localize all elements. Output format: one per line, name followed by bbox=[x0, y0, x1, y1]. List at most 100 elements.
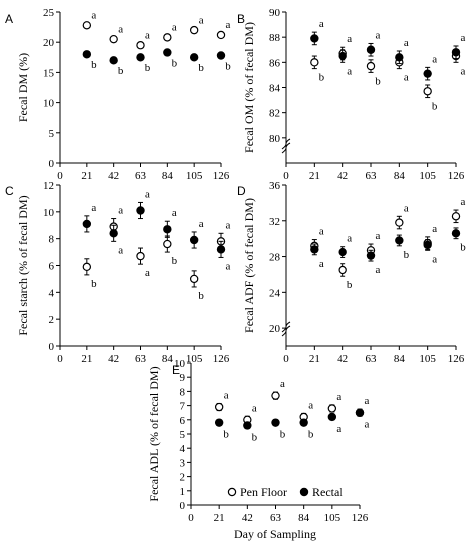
x-tick-label-b: 63 bbox=[366, 170, 378, 182]
sig-letter-rectal: a bbox=[319, 258, 324, 270]
y-tick-label-b: 86 bbox=[269, 57, 281, 69]
x-tick-label-e: 126 bbox=[352, 512, 369, 524]
legend-label-pen-floor: Pen Floor bbox=[240, 485, 287, 499]
sig-letter-rectal: a bbox=[319, 18, 324, 30]
point-rectal bbox=[136, 206, 145, 215]
y-tick-label-c: 8 bbox=[49, 234, 55, 246]
point-rectal bbox=[299, 418, 308, 427]
sig-letter-rectal: a bbox=[145, 188, 150, 200]
sig-letter-rectal: b bbox=[145, 62, 151, 74]
y-tick-label-b: 84 bbox=[269, 83, 281, 95]
point-pen-floor bbox=[136, 41, 145, 50]
x-tick-label-a: 105 bbox=[186, 170, 203, 182]
y-tick-label-c: 2 bbox=[49, 314, 55, 326]
sig-letter-pen-floor: a bbox=[319, 226, 324, 238]
x-tick-label-a: 84 bbox=[162, 170, 174, 182]
y-tick-label-a: 20 bbox=[43, 37, 55, 49]
y-tick-label-b: 82 bbox=[269, 108, 280, 120]
point-rectal bbox=[216, 51, 226, 60]
point-pen-floor bbox=[366, 61, 376, 71]
x-tick-label-e: 105 bbox=[324, 512, 341, 524]
sig-letter-rectal: b bbox=[404, 249, 410, 261]
point-pen-floor bbox=[189, 274, 199, 284]
point-pen-floor bbox=[451, 212, 461, 221]
point-rectal bbox=[163, 225, 172, 234]
sig-letter-pen-floor: a bbox=[347, 33, 352, 45]
point-pen-floor bbox=[271, 391, 280, 400]
sig-letter-pen-floor: a bbox=[461, 196, 466, 208]
sig-letter-rectal: b bbox=[280, 428, 286, 440]
point-pen-floor bbox=[395, 218, 404, 227]
sig-letter-pen-floor: a bbox=[118, 23, 123, 35]
point-rectal bbox=[355, 408, 365, 417]
panel-label-c: C bbox=[5, 184, 14, 198]
sig-letter-rectal: b bbox=[118, 65, 124, 77]
point-rectal bbox=[109, 229, 118, 238]
sig-letter-pen-floor: a bbox=[432, 223, 437, 235]
x-axis-title: Day of Sampling bbox=[234, 527, 316, 541]
y-tick-label-b: 80 bbox=[269, 133, 281, 145]
sig-letter-rectal: b bbox=[460, 242, 466, 254]
y-tick-label-a: 25 bbox=[43, 7, 55, 19]
x-tick-label-e: 84 bbox=[298, 512, 310, 524]
sig-letter-rectal: b bbox=[225, 60, 231, 72]
point-rectal bbox=[163, 48, 172, 57]
x-tick-label-d: 105 bbox=[419, 353, 436, 365]
x-tick-label-b: 126 bbox=[448, 170, 465, 182]
sig-letter-pen-floor: a bbox=[461, 65, 466, 77]
point-rectal bbox=[366, 251, 376, 260]
y-tick-label-b: 88 bbox=[269, 32, 281, 44]
x-tick-label-e: 42 bbox=[242, 512, 253, 524]
sig-letter-pen-floor: a bbox=[199, 14, 204, 26]
point-pen-floor bbox=[310, 58, 319, 67]
y-tick-label-e: 0 bbox=[180, 500, 186, 512]
y-axis-title-e: Fecal ADL (% of fecal DM) bbox=[147, 366, 161, 501]
x-tick-label-a: 21 bbox=[81, 170, 92, 182]
point-rectal bbox=[216, 245, 226, 254]
point-rectal bbox=[82, 219, 92, 229]
point-rectal bbox=[243, 421, 252, 430]
panel-label-a: A bbox=[5, 12, 13, 26]
x-tick-label-c: 63 bbox=[135, 353, 147, 365]
y-tick-label-d: 24 bbox=[269, 287, 281, 299]
point-rectal bbox=[395, 53, 404, 62]
x-tick-label-c: 21 bbox=[81, 353, 92, 365]
y-tick-label-e: 9 bbox=[180, 372, 186, 384]
x-tick-label-c: 105 bbox=[186, 353, 203, 365]
y-axis-title-a: Fecal DM (%) bbox=[16, 53, 30, 122]
point-pen-floor bbox=[216, 30, 226, 40]
point-pen-floor bbox=[82, 262, 92, 272]
x-tick-label-d: 21 bbox=[309, 353, 320, 365]
y-tick-label-e: 1 bbox=[180, 486, 186, 498]
sig-letter-rectal: a bbox=[199, 218, 204, 230]
sig-letter-pen-floor: a bbox=[365, 395, 370, 407]
sig-letter-pen-floor: a bbox=[280, 378, 285, 390]
y-tick-label-d: 28 bbox=[269, 252, 281, 264]
y-tick-label-e: 6 bbox=[180, 415, 186, 427]
y-tick-label-d: 32 bbox=[269, 216, 280, 228]
x-tick-label-d: 63 bbox=[366, 353, 378, 365]
sig-letter-pen-floor: a bbox=[91, 9, 96, 21]
legend-marker-rectal bbox=[299, 487, 309, 497]
y-tick-label-a: 15 bbox=[43, 67, 55, 79]
y-tick-label-e: 10 bbox=[174, 358, 186, 370]
sig-letter-rectal: a bbox=[226, 260, 231, 272]
sig-letter-rectal: b bbox=[172, 57, 178, 69]
x-tick-label-b: 0 bbox=[283, 170, 289, 182]
x-tick-label-a: 63 bbox=[135, 170, 147, 182]
sig-letter-rectal: a bbox=[91, 202, 96, 214]
sig-letter-pen-floor: b bbox=[432, 101, 438, 113]
sig-letter-pen-floor: b bbox=[172, 255, 178, 267]
point-pen-floor bbox=[136, 251, 145, 261]
x-tick-label-b: 105 bbox=[419, 170, 436, 182]
sig-letter-rectal: a bbox=[432, 253, 437, 265]
x-tick-label-e: 63 bbox=[270, 512, 282, 524]
y-axis-title-c: Fecal starch (% of fecal DM) bbox=[16, 195, 30, 335]
sig-letter-pen-floor: a bbox=[224, 389, 229, 401]
point-rectal bbox=[451, 229, 461, 238]
sig-letter-rectal: a bbox=[404, 37, 409, 49]
point-pen-floor bbox=[163, 33, 172, 42]
point-rectal bbox=[395, 236, 404, 245]
point-rectal bbox=[310, 34, 319, 43]
